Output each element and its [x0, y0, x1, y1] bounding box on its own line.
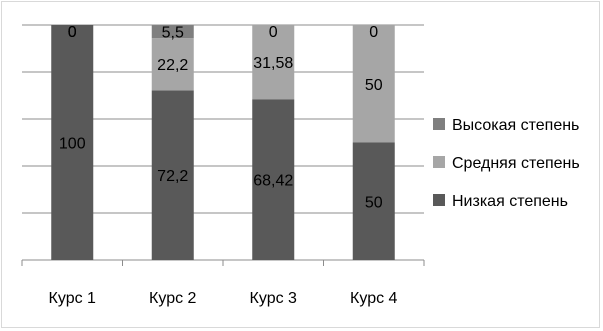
bar-segment — [51, 25, 94, 260]
bars — [51, 25, 395, 260]
legend-swatch — [433, 194, 445, 206]
data-label: 22,2 — [157, 57, 188, 74]
data-label: 31,58 — [253, 55, 293, 72]
data-label: 0 — [68, 24, 77, 41]
bar-segment — [151, 38, 194, 91]
legend: Высокая степень Средняя степень Низкая сте… — [433, 117, 580, 210]
bar-segment — [352, 142, 395, 260]
bar-segment — [352, 25, 395, 143]
category-label: Курс 3 — [250, 290, 297, 307]
category-label: Курс 1 — [49, 290, 96, 307]
data-label: 0 — [68, 24, 77, 41]
data-label: 68,42 — [253, 173, 293, 190]
data-label: 50 — [365, 194, 383, 211]
legend-label: Высокая степень — [452, 117, 579, 134]
legend-swatch — [433, 156, 445, 168]
bar-segment — [151, 90, 194, 260]
legend-label: Средняя степень — [452, 155, 580, 172]
category-label: Курс 2 — [149, 290, 196, 307]
legend-label: Низкая степень — [452, 193, 568, 210]
data-label: 0 — [369, 24, 378, 41]
data-label: 50 — [365, 77, 383, 94]
data-label: 5,5 — [162, 25, 184, 42]
legend-swatch — [433, 118, 445, 130]
data-label: 0 — [269, 24, 278, 41]
bar-segment — [151, 25, 194, 39]
bar-segment — [252, 25, 295, 100]
category-axis: Курс 1 Курс 2 Курс 3 Курс 4 — [21, 260, 425, 307]
bar-segment — [252, 99, 295, 260]
category-label: Курс 4 — [350, 290, 397, 307]
data-label: 100 — [59, 136, 86, 153]
data-label: 72,2 — [157, 168, 188, 185]
